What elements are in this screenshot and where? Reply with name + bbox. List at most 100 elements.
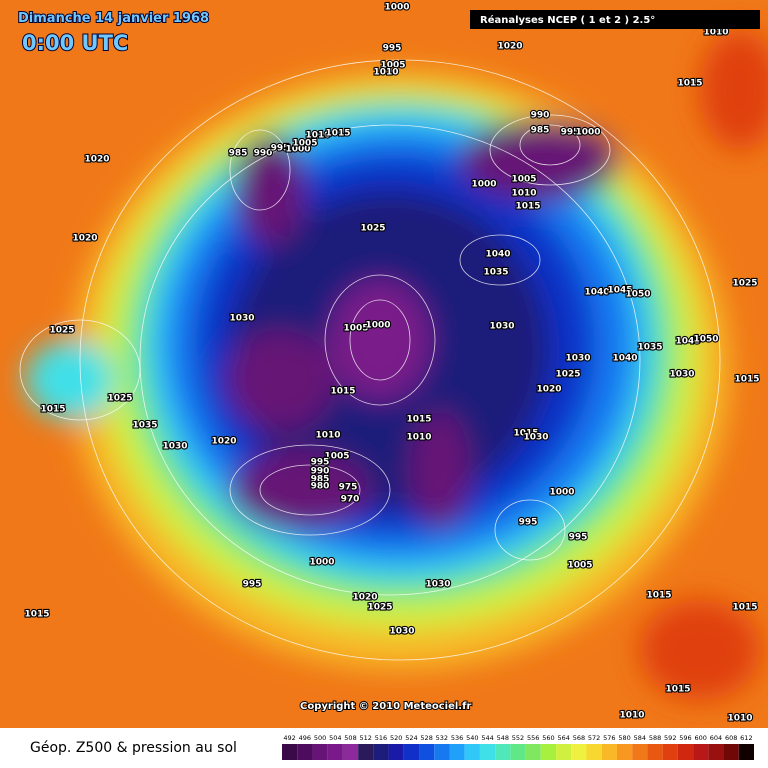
isobar-label: 1015 (732, 603, 757, 613)
map-time: 0:00 UTC (22, 31, 128, 55)
isobar-label: 975 (339, 483, 358, 493)
isobar-label: 1025 (107, 394, 132, 404)
isobar-label: 1005 (511, 175, 536, 185)
isobar-label: 1035 (132, 421, 157, 431)
colorbar-label: 500 (314, 734, 326, 742)
colorbar-label: 592 (664, 734, 676, 742)
isobar-label: 1040 (485, 250, 510, 260)
isobar-label: 1020 (84, 155, 109, 165)
colorbar-label: 556 (527, 734, 539, 742)
colorbar-swatch (282, 744, 298, 760)
isobar-label: 1045 (675, 337, 700, 347)
colorbar-label: 544 (481, 734, 493, 742)
colorbar-swatch (464, 744, 480, 760)
isobar-label: 1005 (343, 324, 368, 334)
isobar-label: 1015 (513, 429, 538, 439)
colorbar-swatch (388, 744, 404, 760)
source: Réanalyses NCEP ( 1 et 2 ) 2.5° (480, 14, 655, 26)
isobar-label: 1010 (619, 711, 644, 721)
isobar-label: 1015 (40, 405, 65, 415)
colorbar-label: 568 (573, 734, 585, 742)
map-date: Dimanche 14 janvier 1968 (18, 11, 209, 26)
colorbar-swatch (358, 744, 374, 760)
colorbar-label: 612 (740, 734, 752, 742)
colorbar-label: 572 (588, 734, 600, 742)
isobar-label: 995 (243, 580, 262, 590)
colorbar-label: 492 (283, 734, 295, 742)
colorbar-swatch (449, 744, 465, 760)
isobar-label: 1035 (483, 268, 508, 278)
colorbar-swatch (708, 744, 724, 760)
colorbar-swatch (601, 744, 617, 760)
isobar-label: 1015 (677, 79, 702, 89)
isobar-label: 1015 (665, 685, 690, 695)
colorbar-label: 584 (634, 734, 646, 742)
colorbar-label: 548 (497, 734, 509, 742)
isobar-label: 1015 (325, 129, 350, 139)
colorbar-swatch (342, 744, 359, 760)
isobar-label: 1015 (646, 591, 671, 601)
isobar-label: 1025 (49, 326, 74, 336)
isobar-label: 990 (254, 149, 273, 159)
isobar-label: 1030 (565, 354, 590, 364)
isobar-label: 1025 (360, 224, 385, 234)
isobar-label: 1025 (555, 370, 580, 380)
isobar-label: 1020 (497, 42, 522, 52)
colorbar-swatch (632, 744, 648, 760)
isobar-label: 1015 (734, 375, 759, 385)
colorbar-label: 512 (360, 734, 372, 742)
colorbar-swatch (434, 744, 450, 760)
colorbar-swatch (647, 744, 663, 760)
isobar-label: 1000 (384, 3, 409, 13)
colorbar-label: 588 (649, 734, 661, 742)
colorbar-swatch (571, 744, 587, 760)
isobar-label: 1030 (425, 580, 450, 590)
isobar-label: 1030 (523, 433, 548, 443)
isobar-label: 1000 (309, 558, 334, 568)
isobar-label: 1030 (489, 322, 514, 332)
isobar-label: 1020 (72, 234, 97, 244)
isobar-label: 1020 (211, 437, 236, 447)
isobar-label: 1040 (612, 354, 637, 364)
colorbar-label: 504 (329, 734, 341, 742)
colorbar-label: 604 (710, 734, 722, 742)
isobar-label: 995 (561, 128, 580, 138)
isobar-label: 990 (531, 111, 550, 121)
isobar-label: 1010 (373, 68, 398, 78)
isobar-label: 990 (311, 467, 330, 477)
isobar-label: 1050 (625, 290, 650, 300)
colorbar-label: 540 (466, 734, 478, 742)
colorbar-label: 520 (390, 734, 402, 742)
isobar-label: 1010 (406, 433, 431, 443)
colorbar-swatch (525, 744, 541, 760)
isobar-label: 1005 (324, 452, 349, 462)
colorbar-swatch (510, 744, 526, 760)
isobar-label: 995 (569, 533, 588, 543)
isobar-label: 995 (383, 44, 402, 54)
isobar-label: 1000 (575, 128, 600, 138)
colorbar-swatch (540, 744, 557, 760)
colorbar-swatch (327, 744, 343, 760)
isobar-label: 1030 (229, 314, 254, 324)
colorbar-swatch (403, 744, 420, 760)
colorbar-label: 516 (375, 734, 387, 742)
colorbar-swatch (479, 744, 496, 760)
colorbar-label: 496 (299, 734, 311, 742)
isobar-label: 1035 (637, 343, 662, 353)
isobar-label: 1040 (584, 288, 609, 298)
copyright: Copyright © 2010 Meteociel.fr (300, 701, 471, 712)
colorbar-label: 508 (344, 734, 356, 742)
colorbar-swatch (312, 744, 328, 760)
colorbar-swatch (662, 744, 678, 760)
colorbar-label: 576 (603, 734, 615, 742)
isobar-label: 1010 (727, 714, 752, 724)
isobar-label: 980 (311, 482, 330, 492)
isobar-label: 1015 (406, 415, 431, 425)
colorbar-swatch (677, 744, 694, 760)
colorbar-label: 608 (725, 734, 737, 742)
isobar-label: 970 (341, 495, 360, 505)
isobars (19, 59, 721, 661)
colorbar-label: 600 (694, 734, 706, 742)
isobar-label: 1030 (162, 442, 187, 452)
